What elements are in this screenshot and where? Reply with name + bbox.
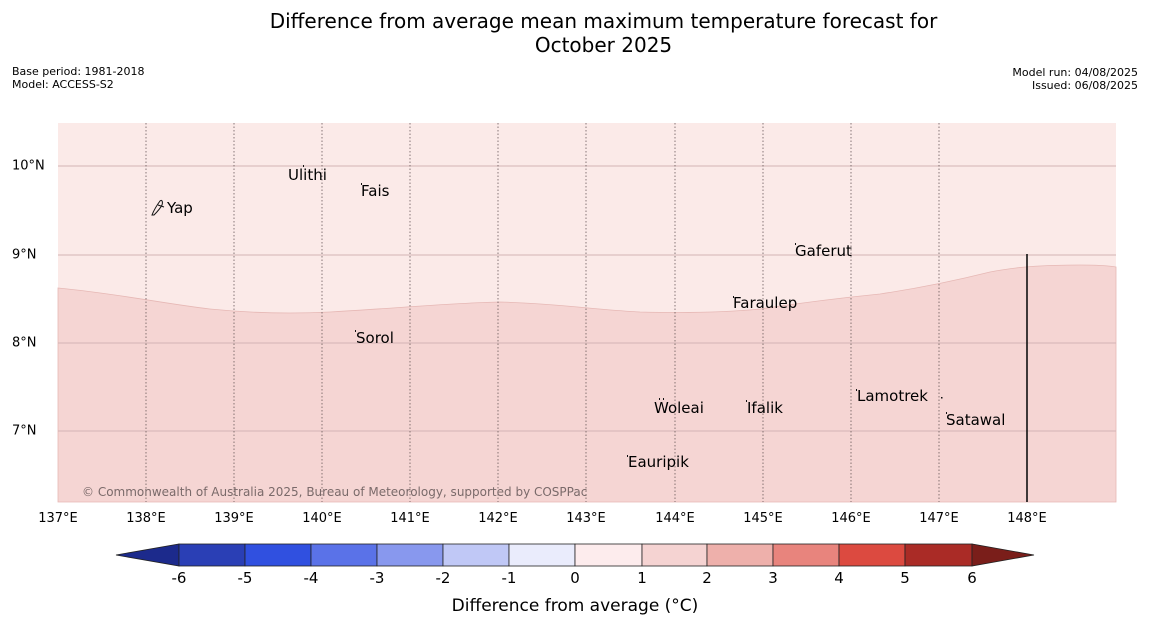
lat-label: 10°N [12, 158, 45, 174]
colorbar-bin [904, 543, 973, 567]
meta-right: Model run: 04/08/2025 Issued: 06/08/2025 [1012, 66, 1138, 92]
colorbar-bin [706, 543, 774, 567]
colorbar-tick-label: -2 [435, 569, 451, 587]
place-label-satawal: Satawal [946, 411, 1006, 429]
lon-label: 147°E [919, 511, 959, 526]
lat-label: 7°N [12, 423, 37, 439]
lon-label: 146°E [831, 511, 871, 526]
copyright-credit: © Commonwealth of Australia 2025, Bureau… [82, 485, 588, 499]
colorbar-tick-label: 3 [768, 569, 778, 587]
lon-label: 141°E [390, 511, 430, 526]
lon-label: 142°E [478, 511, 518, 526]
lon-label: 137°E [38, 511, 78, 526]
yap-island-outline [151, 199, 165, 216]
colorbar-tick-label: 5 [900, 569, 910, 587]
lon-label: 143°E [566, 511, 606, 526]
place-label-sorol: Sorol [356, 329, 394, 347]
place-label-gaferut: Gaferut [795, 242, 852, 260]
anomaly-zone-1-2 [57, 264, 1117, 503]
colorbar-bin [376, 543, 444, 567]
colorbar-bin [442, 543, 510, 567]
place-label-faraulep: Faraulep [733, 294, 798, 312]
lon-gridlines [145, 123, 940, 502]
lat-label: 9°N [12, 247, 37, 263]
colorbar-bin [508, 543, 576, 567]
colorbar-bin [838, 543, 906, 567]
colorbar-tick-label: 6 [967, 569, 977, 587]
colorbar-tick-label: -6 [171, 569, 187, 587]
model-run: Model run: 04/08/2025 [1012, 66, 1138, 79]
lon-label: 148°E [1007, 511, 1047, 526]
colorbar-bin [641, 543, 708, 567]
colorbar-tick-label: -1 [501, 569, 517, 587]
base-period: Base period: 1981-2018 [12, 65, 145, 78]
lat-label: 8°N [12, 335, 37, 351]
colorbar-bin [178, 543, 246, 567]
colorbar-tick-label: -3 [369, 569, 385, 587]
colorbar-tick-label: 0 [570, 569, 580, 587]
issued-date: Issued: 06/08/2025 [1031, 79, 1138, 92]
lon-label: 140°E [302, 511, 342, 526]
lon-label: 139°E [214, 511, 254, 526]
colorbar-tick-label: -4 [303, 569, 319, 587]
place-label-fais: Fais [361, 182, 390, 200]
model-name: Model: ACCESS-S2 [12, 78, 114, 91]
lon-label: 145°E [743, 511, 783, 526]
colorbar-bin [310, 543, 378, 567]
place-label-eauripik: Eauripik [628, 453, 689, 471]
colorbar-tick-label: 4 [834, 569, 844, 587]
colorbar [115, 543, 1035, 567]
colorbar-title: Difference from average (°C) [451, 596, 699, 616]
island-markers [303, 165, 947, 457]
chart-title: Difference from average mean maximum tem… [0, 9, 1150, 57]
place-label-yap: Yap [167, 199, 193, 217]
colorbar-tick-label: 2 [702, 569, 712, 587]
colorbar-tick-label: -5 [237, 569, 253, 587]
colorbar-min-arrow [115, 543, 180, 567]
colorbar-tick-label: 1 [637, 569, 647, 587]
colorbar-max-arrow [971, 543, 1035, 567]
meta-left: Base period: 1981-2018 Model: ACCESS-S2 [12, 65, 144, 91]
title-line-1: Difference from average mean maximum tem… [269, 9, 938, 33]
place-label-ifalik: Ifalik [747, 399, 783, 417]
lon-label: 138°E [126, 511, 166, 526]
place-label-lamotrek: Lamotrek [857, 387, 928, 405]
colorbar-bin [574, 543, 643, 567]
colorbar-bin [244, 543, 312, 567]
colorbar-bin [772, 543, 840, 567]
title-line-2: October 2025 [534, 33, 673, 57]
lon-label: 144°E [655, 511, 695, 526]
place-label-woleai: Woleai [654, 399, 704, 417]
place-label-ulithi: Ulithi [288, 166, 327, 184]
